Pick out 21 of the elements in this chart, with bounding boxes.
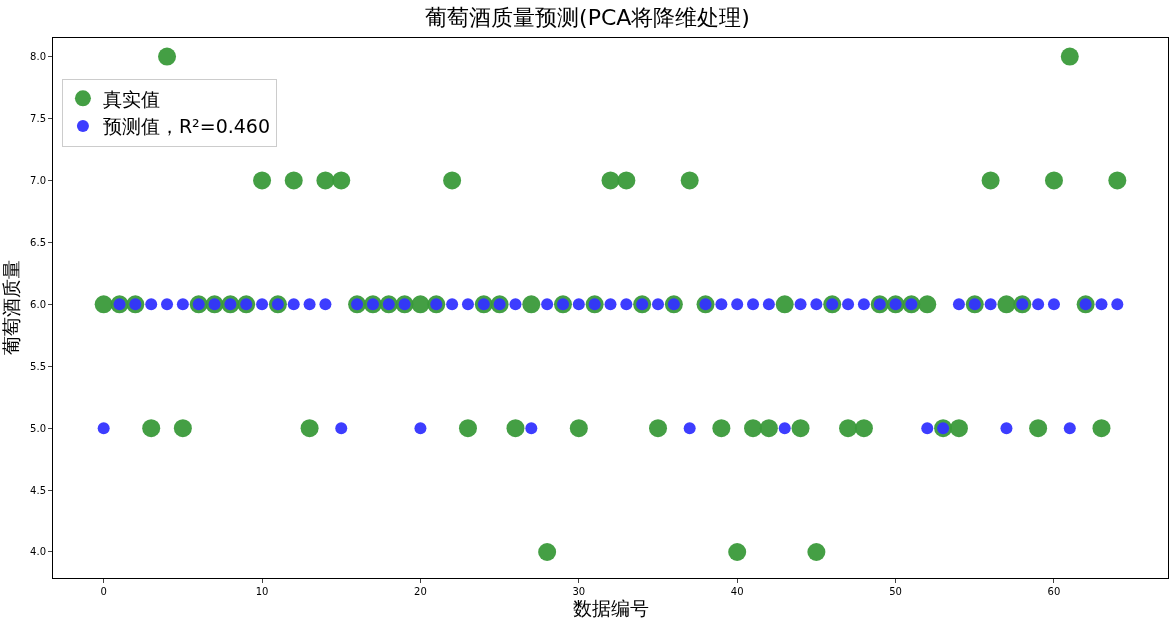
y-tick-label: 7.5 — [30, 113, 46, 124]
x-axis-title: 数据编号 — [572, 597, 649, 619]
y-tick-label: 4.5 — [30, 484, 46, 496]
y-axis-title: 葡萄酒质量 — [0, 260, 22, 356]
x-tick-label: 0 — [100, 586, 107, 597]
y-tick-label: 5.5 — [30, 360, 46, 372]
y-tick-label: 4.0 — [30, 546, 46, 558]
x-tick-label: 60 — [1047, 586, 1061, 597]
y-tick-label: 6.5 — [30, 236, 46, 248]
y-tick-label: 6.0 — [30, 298, 46, 310]
legend-label: 真实值 — [102, 87, 160, 110]
y-tick-label: 7.0 — [30, 174, 46, 186]
y-tick-label: 5.0 — [30, 422, 46, 434]
x-tick-label: 40 — [730, 586, 744, 597]
legend-label: 预测值，R²=0.460 — [102, 115, 271, 138]
x-tick-label: 20 — [414, 586, 427, 597]
x-tick-label: 10 — [255, 586, 269, 597]
x-tick-label: 30 — [572, 586, 586, 597]
x-tick-label: 50 — [889, 586, 902, 597]
y-tick-label: 8.0 — [30, 51, 46, 63]
chart-title: 葡萄酒质量预测(PCA将降维处理) — [425, 4, 750, 30]
